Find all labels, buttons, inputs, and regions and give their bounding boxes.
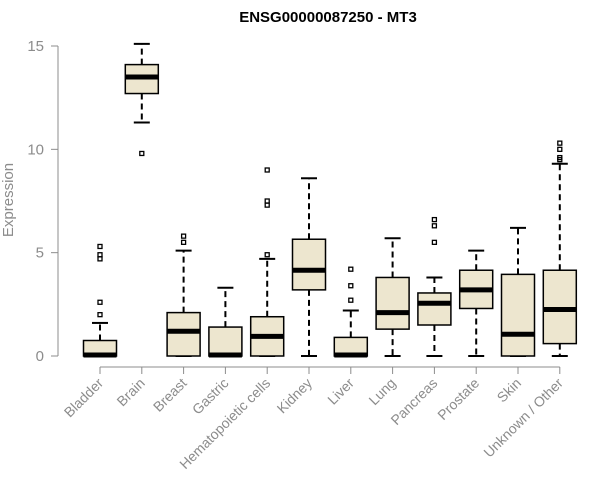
box-lung <box>375 237 410 357</box>
y-tick-label: 15 <box>27 38 44 55</box>
iqr-box <box>542 269 578 345</box>
iqr-box <box>166 311 201 357</box>
x-tick-label: Brain <box>113 375 147 409</box>
iqr-box <box>291 238 327 291</box>
outlier-point <box>431 216 438 223</box>
x-tick-label: Kidney <box>274 375 316 417</box>
outlier-point <box>180 233 187 239</box>
outlier-point <box>557 146 563 152</box>
outlier-point <box>557 140 563 146</box>
outlier-point <box>348 266 354 272</box>
outlier-point <box>348 283 354 289</box>
x-tick-label: Skin <box>494 375 525 406</box>
box-unknown-other <box>542 140 578 357</box>
outlier-point <box>264 167 270 173</box>
outlier-point <box>97 299 103 305</box>
x-tick-label: Lung <box>365 375 398 408</box>
outlier-point <box>97 252 103 258</box>
box-bladder <box>82 243 118 358</box>
box-kidney <box>291 177 327 357</box>
outlier-point <box>264 202 270 208</box>
iqr-box <box>208 326 243 357</box>
x-tick-label: Prostate <box>434 375 482 423</box>
outlier-point <box>97 312 103 318</box>
box-prostate <box>458 249 494 357</box>
box-gastric <box>208 286 243 358</box>
y-axis: 0 5 10 15 <box>27 38 59 365</box>
chart-title: ENSG00000087250 - MT3 <box>239 9 417 26</box>
boxes-group <box>82 42 578 358</box>
outlier-point <box>264 252 270 258</box>
box-liver <box>333 266 369 358</box>
outlier-point <box>97 243 103 250</box>
iqr-box <box>500 273 536 357</box>
outlier-point <box>431 223 438 229</box>
outlier-point <box>97 256 103 262</box>
box-brain <box>124 42 160 157</box>
box-hematopoietic-cells <box>249 167 285 357</box>
y-tick-label: 0 <box>36 348 44 365</box>
y-axis-label: Expression <box>0 163 17 237</box>
x-tick-label: Breast <box>150 375 190 415</box>
x-tick-label: Unknown / Other <box>480 375 566 461</box>
outlier-point <box>431 239 438 245</box>
box-pancreas <box>417 216 452 357</box>
x-tick-label: Bladder <box>61 375 107 421</box>
outlier-point <box>348 297 354 303</box>
iqr-box <box>375 276 410 330</box>
outlier-point <box>180 239 187 245</box>
y-tick-label: 5 <box>36 245 44 262</box>
x-tick-label: Liver <box>324 375 357 408</box>
box-skin <box>500 226 536 357</box>
outlier-point <box>264 198 270 204</box>
y-tick-label: 10 <box>27 141 44 158</box>
box-breast <box>166 233 201 357</box>
iqr-box <box>417 292 452 326</box>
outlier-point <box>557 154 563 161</box>
outlier-point <box>139 150 145 157</box>
